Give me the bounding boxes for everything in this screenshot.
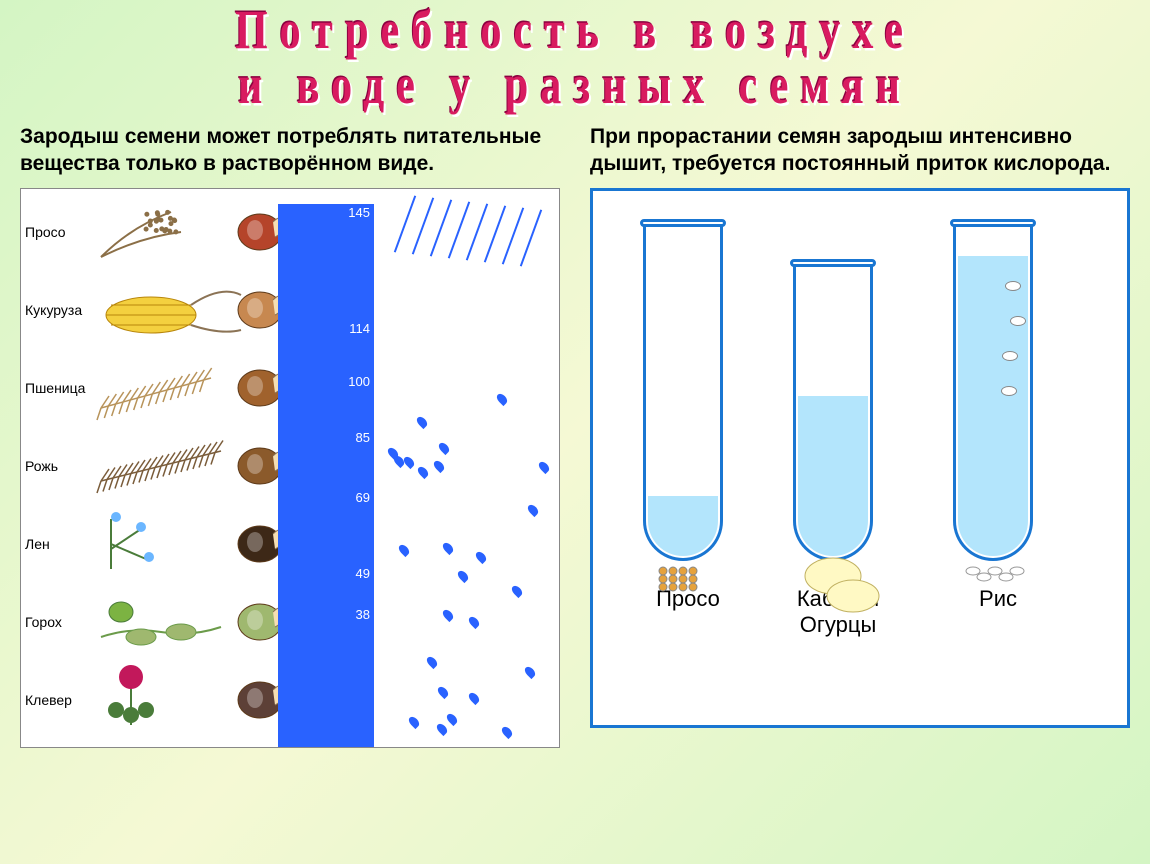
title-area: Потребность в воздухе и воде у разных се… <box>0 0 1150 113</box>
plant-row: Клевер <box>25 661 251 739</box>
rain-line-icon <box>520 209 542 266</box>
rain-line-icon <box>394 195 416 252</box>
water-drop-icon <box>500 725 514 739</box>
water-value: 38 <box>356 607 370 622</box>
plant-label: Лен <box>25 536 91 552</box>
rain-line-icon <box>466 203 488 260</box>
seed-pile <box>648 556 718 601</box>
left-column: Зародыш семени может потреблять питатель… <box>20 123 560 748</box>
rain-area <box>374 189 559 748</box>
water-drop-icon <box>474 550 488 564</box>
plant-label: Пшеница <box>25 380 91 396</box>
water-drop-icon <box>415 415 429 429</box>
water-drop-icon <box>509 583 523 597</box>
water-need-chart: Просо Кукуруза Пшеница <box>20 188 560 748</box>
plant-label: Клевер <box>25 692 91 708</box>
water-value: 100 <box>348 374 370 389</box>
water-drop-icon <box>441 541 455 555</box>
content-columns: Зародыш семени может потреблять питатель… <box>0 113 1150 748</box>
plant-label: Рожь <box>25 458 91 474</box>
seed-in-tube <box>1001 386 1017 396</box>
seed-in-tube <box>1005 281 1021 291</box>
water-drop-icon <box>407 715 421 729</box>
water-drop-icon <box>437 441 451 455</box>
plant-row: Горох <box>25 583 251 661</box>
test-tube <box>953 221 1033 561</box>
water-value: 69 <box>356 490 370 505</box>
water-drop-icon <box>432 459 446 473</box>
left-subtitle: Зародыш семени может потреблять питатель… <box>20 123 560 178</box>
seed-pile <box>958 556 1028 591</box>
water-drop-icon <box>436 685 450 699</box>
water-value: 85 <box>356 430 370 445</box>
tube-rim <box>640 219 726 227</box>
water-fill <box>798 396 868 556</box>
plant-row: Пшеница <box>25 349 251 427</box>
plant-row: Просо <box>25 193 251 271</box>
rain-line-icon <box>484 205 506 262</box>
title-line-2: и воде у разных семян <box>0 50 1150 121</box>
plant-row: Кукуруза <box>25 271 251 349</box>
plant-label: Просо <box>25 224 91 240</box>
test-tube <box>793 261 873 561</box>
water-drop-icon <box>441 608 455 622</box>
plant-row: Лен <box>25 505 251 583</box>
air-need-chart: Просо КабачкиОгурцы Рис <box>590 188 1130 728</box>
right-subtitle: При прорастании семян зародыш интенсивно… <box>590 123 1130 178</box>
seed-pile <box>798 556 888 631</box>
water-drop-icon <box>467 615 481 629</box>
rain-line-icon <box>448 201 470 258</box>
plant-row: Рожь <box>25 427 251 505</box>
seed-in-tube <box>1002 351 1018 361</box>
water-drop-icon <box>425 655 439 669</box>
plant-label: Кукуруза <box>25 302 91 318</box>
water-drop-icon <box>467 691 481 705</box>
rain-line-icon <box>430 199 452 256</box>
water-drop-icon <box>445 712 459 726</box>
water-value: 49 <box>356 566 370 581</box>
water-bar: 38 <box>338 606 374 748</box>
water-drop-icon <box>523 665 537 679</box>
rain-line-icon <box>502 207 524 264</box>
water-drop-icon <box>495 392 509 406</box>
water-value: 114 <box>349 321 370 336</box>
water-fill <box>648 496 718 556</box>
tube-rim <box>950 219 1036 227</box>
right-column: При прорастании семян зародыш интенсивно… <box>590 123 1130 748</box>
plant-label: Горох <box>25 614 91 630</box>
rain-line-icon <box>412 197 434 254</box>
water-drop-icon <box>397 543 411 557</box>
water-drop-icon <box>435 721 449 735</box>
water-value: 145 <box>348 205 370 220</box>
test-tube <box>643 221 723 561</box>
water-drop-icon <box>416 465 430 479</box>
seed-in-tube <box>1010 316 1026 326</box>
water-drop-icon <box>537 460 551 474</box>
water-fill <box>958 256 1028 556</box>
water-drop-icon <box>526 503 540 517</box>
tube-rim <box>790 259 876 267</box>
water-drop-icon <box>456 569 470 583</box>
